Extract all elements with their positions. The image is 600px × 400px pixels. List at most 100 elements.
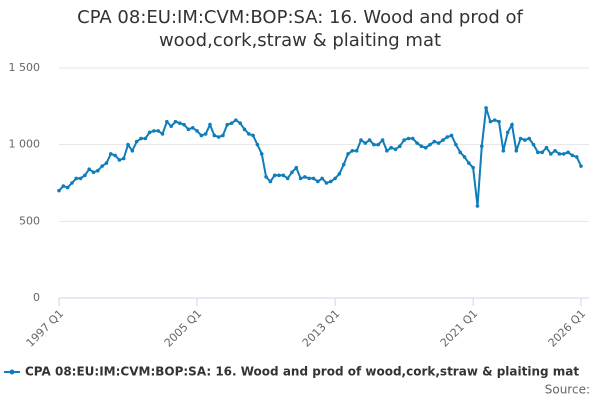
data-point — [423, 145, 428, 150]
data-point — [182, 122, 186, 127]
data-point — [574, 155, 579, 159]
data-point — [65, 185, 70, 190]
y-tick-label: 500 — [19, 214, 40, 227]
data-point — [143, 136, 148, 141]
data-point — [385, 149, 389, 153]
data-point — [61, 184, 66, 188]
data-point — [492, 118, 497, 122]
data-point — [247, 132, 251, 136]
data-point — [354, 149, 359, 153]
x-tick-label: 2013 Q1 — [300, 307, 343, 350]
data-point — [341, 162, 346, 167]
data-point — [359, 138, 363, 142]
data-point — [549, 152, 553, 156]
data-point — [272, 173, 277, 178]
data-point — [402, 138, 406, 142]
source: Source: — [545, 383, 590, 397]
y-tick-label: 1 500 — [9, 61, 41, 74]
data-point — [462, 155, 467, 159]
data-point — [212, 133, 217, 138]
data-point — [333, 176, 337, 181]
data-point — [475, 204, 480, 208]
data-point — [454, 142, 458, 147]
data-point — [78, 176, 83, 181]
data-point — [570, 153, 575, 158]
data-point — [398, 144, 402, 148]
data-point — [152, 129, 156, 133]
data-point — [147, 130, 152, 135]
data-point — [160, 132, 165, 136]
data-point — [436, 141, 441, 145]
data-point — [264, 175, 268, 179]
data-point — [259, 152, 264, 156]
data-point — [238, 121, 242, 125]
data-point — [208, 122, 212, 127]
data-point — [410, 136, 415, 141]
data-point — [186, 127, 191, 132]
y-tick-label: 0 — [33, 291, 40, 304]
data-point — [566, 150, 570, 155]
data-point — [471, 165, 475, 170]
data-point — [251, 133, 255, 138]
data-point — [255, 142, 260, 147]
data-point — [96, 168, 100, 173]
data-point — [579, 164, 583, 168]
data-point — [320, 176, 324, 181]
legend-marker — [9, 369, 15, 375]
chart-title: CPA 08:EU:IM:CVM:BOP:SA: 16. Wood and pr… — [77, 7, 523, 51]
data-point — [497, 119, 501, 124]
data-point — [406, 136, 411, 141]
data-point — [134, 139, 139, 144]
data-point — [195, 129, 199, 133]
data-point — [203, 132, 208, 136]
data-point — [156, 129, 161, 133]
data-point — [376, 142, 381, 147]
data-point — [169, 124, 173, 129]
data-point — [510, 122, 514, 127]
data-point — [91, 170, 96, 175]
data-point — [268, 179, 273, 184]
data-point — [285, 176, 290, 181]
legend-label: CPA 08:EU:IM:CVM:BOP:SA: 16. Wood and pr… — [25, 365, 579, 379]
data-point — [393, 147, 398, 152]
data-point — [100, 164, 104, 168]
data-point — [523, 138, 527, 142]
data-point — [298, 176, 303, 181]
data-point — [126, 142, 130, 147]
data-point — [307, 176, 312, 181]
data-point — [514, 149, 519, 153]
data-line — [58, 107, 582, 207]
data-point — [389, 145, 393, 150]
data-point — [242, 127, 247, 132]
data-point — [303, 175, 307, 179]
data-point — [104, 161, 109, 165]
data-point — [229, 121, 234, 125]
data-point — [216, 135, 221, 139]
data-point — [190, 126, 195, 130]
data-point — [277, 173, 281, 178]
data-point — [173, 119, 178, 124]
data-point — [458, 150, 463, 155]
data-point — [449, 133, 454, 138]
data-point — [501, 149, 506, 153]
data-point — [527, 136, 532, 141]
data-point — [57, 188, 61, 193]
data-point — [234, 118, 238, 122]
x-tick-label: 2021 Q1 — [438, 307, 481, 350]
data-point — [199, 133, 204, 138]
x-tick-label: 2026 Q1 — [546, 307, 589, 350]
data-point — [561, 152, 566, 156]
data-point — [536, 150, 540, 155]
data-point — [540, 150, 544, 155]
data-point — [488, 119, 493, 124]
data-point — [139, 136, 143, 141]
data-point — [350, 149, 355, 153]
data-point — [445, 135, 450, 139]
data-point — [505, 130, 510, 135]
data-point — [531, 142, 536, 147]
data-point — [311, 176, 316, 181]
data-point — [221, 133, 225, 138]
data-point — [177, 121, 182, 125]
